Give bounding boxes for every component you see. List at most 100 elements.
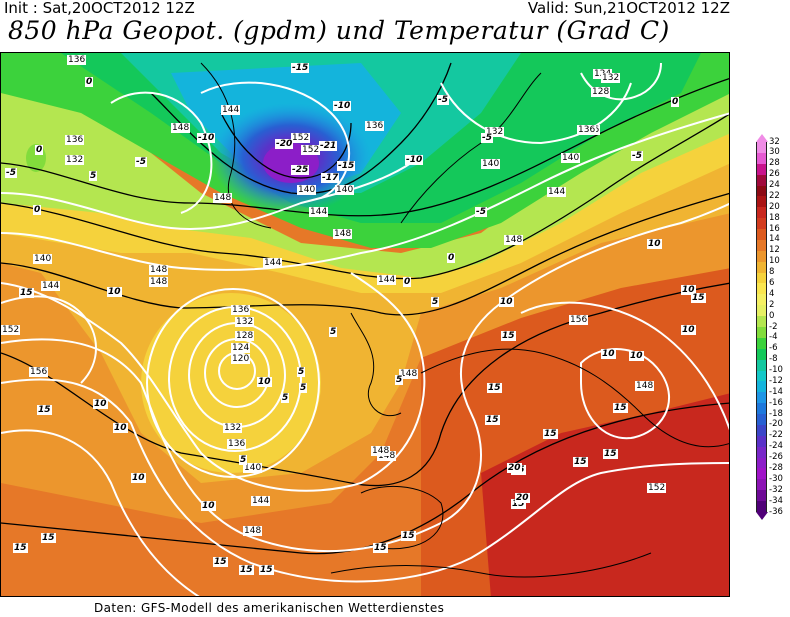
- legend-color-cell: [756, 316, 767, 328]
- temperature-color-legend: 32 30 28 26 24 22 20 18 16 14 12 10 8 6 4 2 0 -2 -4 -6 -8 -10…: [756, 134, 783, 520]
- coastlines: [200, 62, 729, 578]
- temperature-label: 0: [35, 145, 44, 155]
- temperature-label: -5: [5, 168, 17, 178]
- temperature-label: 5: [299, 383, 308, 393]
- isotherm-0: [1, 113, 729, 280]
- isotherm-neg5: [1, 77, 729, 217]
- isotherm-15: [1, 402, 729, 555]
- geopotential-label: 140: [481, 159, 501, 169]
- legend-color-cell: [756, 294, 767, 306]
- geopotential-label: 132: [485, 127, 505, 137]
- temperature-label: 15: [485, 415, 500, 425]
- legend-color-cell: [756, 435, 767, 448]
- coast-europe: [420, 348, 729, 448]
- legend-label: 26: [769, 169, 780, 180]
- geopotential-label: 132: [65, 155, 85, 165]
- legend-label: -16: [769, 397, 783, 408]
- temperature-label: -5: [481, 133, 493, 143]
- data-credit: Daten: GFS-Modell des amerikanischen Wet…: [94, 601, 445, 615]
- geopotential-label: 148: [635, 381, 655, 391]
- legend-label: -36: [769, 506, 783, 517]
- temperature-label: -10: [405, 155, 424, 165]
- temperature-label: 15: [487, 383, 502, 393]
- legend-color-cell: [756, 142, 767, 154]
- temperature-label: 15: [511, 499, 526, 509]
- legend-color-cell: [756, 370, 767, 382]
- geopotential-label: 136: [365, 121, 385, 131]
- geopotential-label: 148: [504, 235, 524, 245]
- temperature-label: 15: [19, 288, 34, 298]
- contour-132-ne: [440, 82, 632, 145]
- temperature-label: -21: [319, 141, 338, 151]
- temperature-label-layer: 0 5 -5 -10 -15 -20 -25 -21 -10 -15 -17 -10 -5 -5 -5 -5 0…: [1, 53, 729, 596]
- temperature-label: 10: [257, 377, 272, 387]
- geopotential-label: 140: [243, 463, 263, 473]
- temperature-label: -15: [291, 63, 310, 73]
- low-ring-5: [146, 288, 320, 478]
- valid-time: Valid: Sun,21OCT2012 12Z: [527, 0, 730, 17]
- legend-label: -22: [769, 430, 783, 441]
- legend-label: 20: [769, 201, 780, 212]
- temperature-label: -10: [197, 133, 216, 143]
- geopotential-label: 136: [231, 305, 251, 315]
- isotherm-neg15: [220, 112, 352, 179]
- contour-144-north-loop: [200, 81, 350, 199]
- temperature-label: 5: [297, 367, 306, 377]
- geopotential-label: 144: [263, 258, 283, 268]
- temperature-label: 5: [395, 375, 404, 385]
- legend-color-cell: [756, 239, 767, 252]
- legend-label: -28: [769, 462, 783, 473]
- temperature-label: 5: [431, 297, 440, 307]
- geopotential-label: 144: [251, 496, 271, 506]
- geopotential-label: 148: [333, 229, 353, 239]
- temperature-label: 15: [259, 565, 274, 575]
- contour-156-se: [520, 301, 729, 431]
- temperature-label: 10: [131, 473, 146, 483]
- temperature-label: 10: [107, 287, 122, 297]
- geopotential-label: 148: [149, 265, 169, 275]
- temperature-label: 10: [681, 325, 696, 335]
- isotherm-10: [1, 282, 729, 487]
- geopotential-label: 152: [291, 133, 311, 143]
- temperature-label: 0: [447, 253, 456, 263]
- legend-label: 16: [769, 223, 780, 234]
- temperature-label: -5: [631, 151, 643, 161]
- geopotential-label: 156: [29, 367, 49, 377]
- geopotential-label: 140: [335, 185, 355, 195]
- legend-color-cell: [756, 359, 767, 372]
- coast-iberia: [360, 485, 444, 550]
- geopotential-label: 148: [377, 451, 397, 461]
- temperature-label: 15: [543, 429, 558, 439]
- legend-color-cell: [756, 446, 767, 459]
- temperature-label: 15: [239, 565, 254, 575]
- geopotential-label: 132: [235, 317, 255, 327]
- temperature-label: 15: [603, 449, 618, 459]
- geopotential-label: 152: [647, 483, 667, 493]
- legend-color-cell: [756, 337, 767, 350]
- legend-color-cell: [756, 392, 767, 404]
- legend-color-cell: [756, 185, 767, 197]
- coast-britain: [350, 312, 402, 417]
- legend-color-cell: [756, 414, 767, 426]
- temperature-label: 10: [201, 501, 216, 511]
- geopotential-label: 136: [577, 125, 597, 135]
- contour-140-north: [1, 112, 729, 271]
- legend-label: 2: [769, 299, 775, 310]
- legend-color-cell: [756, 348, 767, 361]
- legend-label: 24: [769, 180, 780, 191]
- legend-color-cell: [756, 424, 767, 437]
- geopotential-label: 132: [601, 73, 621, 83]
- legend-label: 32: [769, 136, 780, 147]
- legend-label: -8: [769, 354, 778, 365]
- temperature-label: 10: [113, 423, 128, 433]
- legend-color-cell: [756, 218, 767, 230]
- temperature-label: 10: [601, 349, 616, 359]
- geopotential-label: 136: [65, 135, 85, 145]
- legend-color-cell: [756, 490, 767, 502]
- geopotential-label: 136: [67, 55, 87, 65]
- weather-map: 136 132 136 140 144 148 152 156 148 144 152 140 136 1…: [0, 52, 730, 597]
- contour-144-west: [1, 272, 426, 492]
- legend-label: 30: [769, 147, 780, 158]
- temperature-label: 10: [93, 399, 108, 409]
- temperature-label: 5: [329, 327, 338, 337]
